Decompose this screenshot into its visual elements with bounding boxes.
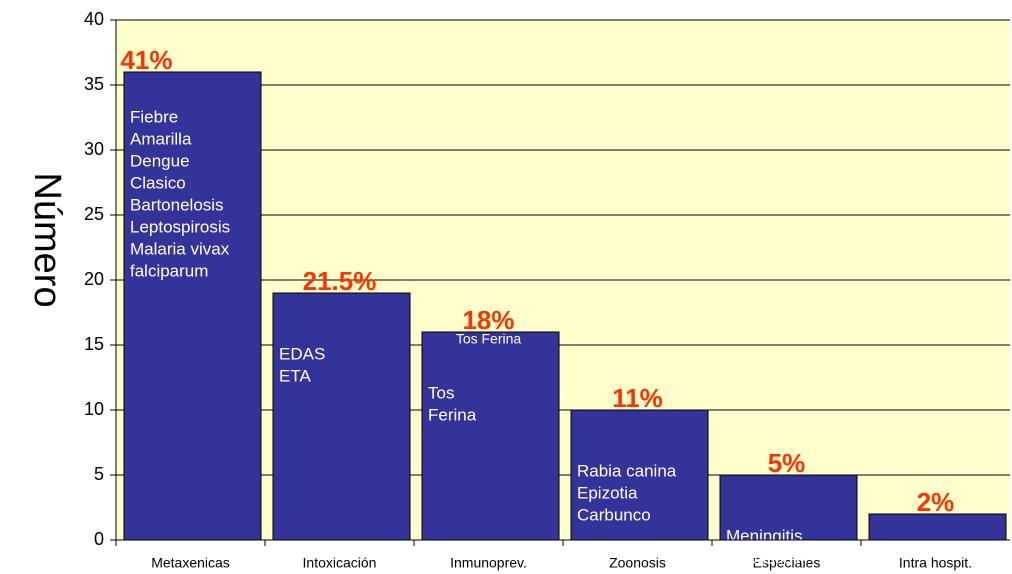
y-tick-label: 0 (94, 529, 104, 549)
x-tick-label: Especiales (753, 555, 821, 571)
bar-note: Leptospirosis (130, 217, 230, 236)
bar-note: Meningitis (726, 526, 803, 545)
percent-label: 41% (120, 45, 172, 75)
y-tick-label: 25 (84, 204, 104, 224)
bar-note: falciparum (130, 261, 208, 280)
bar-note: Rabia canina (577, 461, 677, 480)
bar (421, 331, 560, 541)
bar (123, 71, 262, 541)
y-tick-label: 35 (84, 74, 104, 94)
bar-note: Amarilla (130, 129, 192, 148)
percent-label: 5% (768, 448, 806, 478)
x-tick-label: Zoonosis (609, 555, 666, 571)
x-tick-label: Intoxicación (303, 555, 377, 571)
y-tick-label: 20 (84, 269, 104, 289)
percent-label: 11% (612, 383, 663, 413)
bar-note: Hepatitis A (726, 548, 808, 567)
bar-note: Malaria vivax (130, 239, 230, 258)
y-tick-label: 30 (84, 139, 104, 159)
bar (570, 409, 709, 541)
x-tick-label: Inmunoprev. (450, 555, 527, 571)
bar-note: Dengue (130, 151, 190, 170)
bar-note: Tos (428, 383, 454, 402)
bar-note: EDAS (279, 344, 325, 363)
bar (719, 474, 858, 541)
percent-label: 18% (462, 305, 514, 335)
bar-note: Carbunco (577, 505, 651, 524)
x-tick-label: Intra hospit. (899, 555, 972, 571)
y-axis-label: Número (26, 172, 68, 307)
bar-note: Ferina (428, 405, 477, 424)
percent-label: 21.5% (303, 266, 377, 296)
bar (868, 513, 1007, 541)
bar-note: ETA (279, 366, 311, 385)
bar-note: Clasico (130, 173, 186, 192)
bar-note: Fiebre (130, 107, 178, 126)
percent-label: 2% (917, 487, 955, 517)
x-tick-label: Metaxenicas (151, 555, 230, 571)
y-tick-label: 15 (84, 334, 104, 354)
bar (272, 292, 411, 541)
header-note: Tos Ferina (456, 331, 522, 347)
y-tick-label: 10 (84, 399, 104, 419)
y-tick-label: 40 (84, 9, 104, 29)
bar-note: Bartonelosis (130, 195, 224, 214)
bar-note: Epizotia (577, 483, 638, 502)
y-tick-label: 5 (94, 464, 104, 484)
